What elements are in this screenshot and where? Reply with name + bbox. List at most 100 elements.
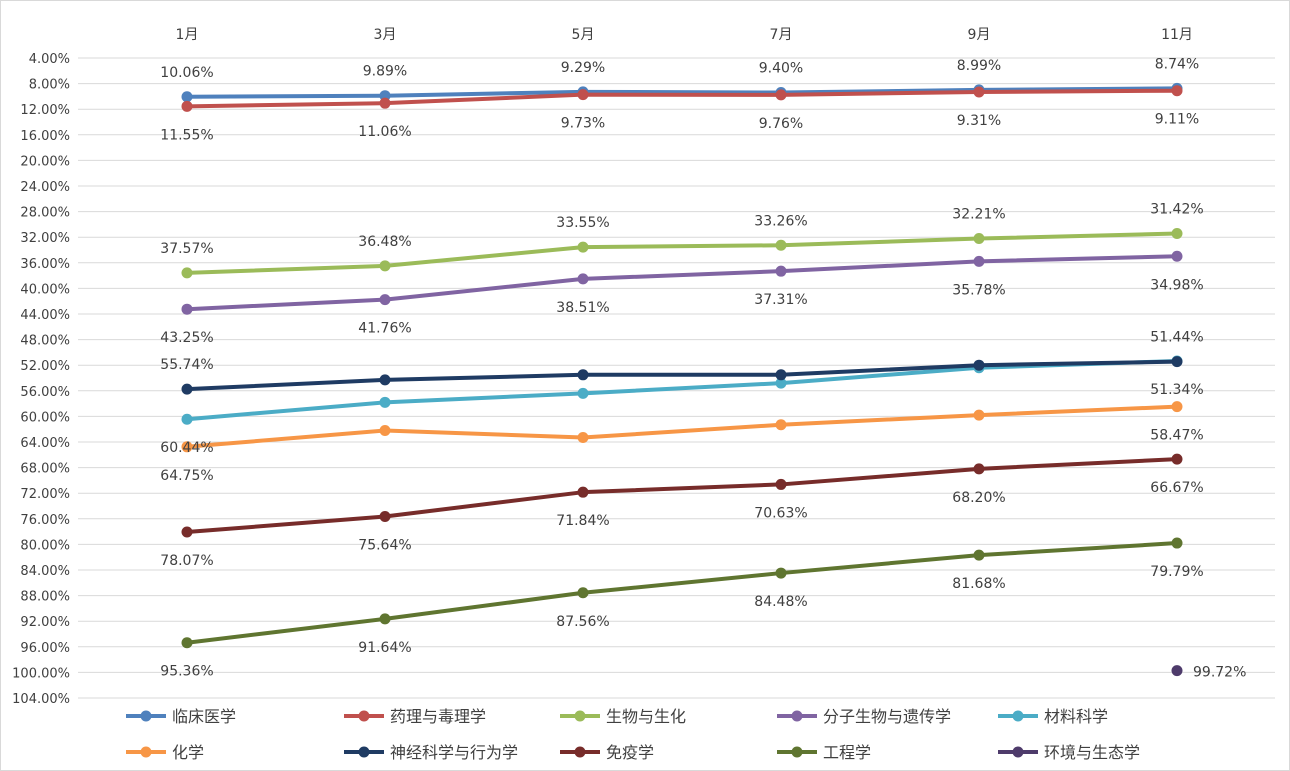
legend-marker <box>140 746 152 758</box>
series-line <box>186 254 1178 312</box>
data-point <box>379 374 391 386</box>
legend-label: 药理与毒理学 <box>390 707 486 726</box>
y-tick-label: 4.00% <box>29 52 70 67</box>
series-6 <box>181 356 1183 395</box>
data-point <box>1171 537 1183 549</box>
data-label: 38.51% <box>556 300 609 316</box>
data-point <box>181 303 193 315</box>
series-8 <box>181 537 1183 649</box>
data-point <box>181 91 193 103</box>
x-tick-label: 11月 <box>1161 27 1193 43</box>
data-label: 9.11% <box>1155 112 1199 128</box>
x-tick-label: 1月 <box>176 27 199 43</box>
legend-marker <box>791 746 803 758</box>
data-point <box>1171 250 1183 262</box>
data-point <box>775 239 787 251</box>
data-point <box>379 424 391 436</box>
legend-item: 化学 <box>126 743 204 762</box>
data-point <box>181 526 193 538</box>
legend-label: 生物与生化 <box>606 707 686 726</box>
y-tick-label: 88.00% <box>20 590 70 605</box>
data-label: 84.48% <box>754 594 807 610</box>
data-point <box>577 369 589 381</box>
x-tick-label: 5月 <box>572 27 595 43</box>
legend-label: 分子生物与遗传学 <box>823 707 951 726</box>
series-line <box>186 86 1178 99</box>
data-label: 37.31% <box>754 292 807 308</box>
data-label: 64.75% <box>160 468 213 484</box>
data-point <box>181 441 193 453</box>
data-label: 9.31% <box>957 113 1001 129</box>
data-label: 9.29% <box>561 60 605 76</box>
data-label: 35.78% <box>952 282 1005 298</box>
legend-item: 免疫学 <box>560 743 654 762</box>
legend-label: 免疫学 <box>606 743 654 762</box>
data-label: 37.57% <box>160 241 213 257</box>
data-label: 51.34% <box>1150 382 1203 398</box>
y-tick-label: 80.00% <box>20 538 70 553</box>
data-point <box>577 486 589 498</box>
data-point <box>973 255 985 267</box>
data-label: 55.74% <box>160 357 213 373</box>
data-label: 91.64% <box>358 640 411 656</box>
legend-marker <box>358 746 370 758</box>
series-line <box>186 231 1178 275</box>
data-label: 10.06% <box>160 65 213 81</box>
data-label: 95.36% <box>160 664 213 680</box>
data-point <box>1171 356 1183 368</box>
y-tick-label: 8.00% <box>29 78 70 93</box>
series-line <box>186 541 1178 645</box>
data-label: 66.67% <box>1150 480 1203 496</box>
x-tick-label: 7月 <box>770 27 793 43</box>
data-label: 32.21% <box>952 207 1005 223</box>
data-point <box>379 97 391 109</box>
data-label: 33.55% <box>556 215 609 231</box>
y-tick-label: 72.00% <box>20 487 70 502</box>
legend-label: 临床医学 <box>172 707 236 726</box>
legend-label: 环境与生态学 <box>1044 743 1140 762</box>
y-tick-label: 48.00% <box>20 334 70 349</box>
data-label: 43.25% <box>160 330 213 346</box>
legend-item: 分子生物与遗传学 <box>777 707 951 726</box>
data-point <box>775 377 787 389</box>
legend-item: 药理与毒理学 <box>344 707 486 726</box>
legend-item: 材料科学 <box>998 707 1108 726</box>
series-1 <box>181 85 1183 112</box>
data-label: 58.47% <box>1150 428 1203 444</box>
data-label: 8.74% <box>1155 56 1199 72</box>
legend-label: 化学 <box>172 743 204 762</box>
data-point <box>1171 401 1183 413</box>
data-point <box>379 510 391 522</box>
y-tick-label: 52.00% <box>20 359 70 374</box>
data-label: 87.56% <box>556 614 609 630</box>
y-tick-label: 20.00% <box>20 154 70 169</box>
data-label: 78.07% <box>160 553 213 569</box>
data-point <box>181 100 193 112</box>
x-tick-label: 9月 <box>968 27 991 43</box>
gridlines <box>78 57 1275 699</box>
legend-item: 环境与生态学 <box>998 743 1140 762</box>
data-point <box>775 419 787 431</box>
y-tick-label: 28.00% <box>20 206 70 221</box>
y-tick-label: 32.00% <box>20 231 70 246</box>
data-point <box>973 233 985 245</box>
y-tick-label: 76.00% <box>20 513 70 528</box>
series-line <box>186 88 1178 109</box>
legend-item: 临床医学 <box>126 707 236 726</box>
legend-item: 工程学 <box>777 743 871 762</box>
data-point <box>973 359 985 371</box>
series-lines <box>181 82 1183 677</box>
y-tick-label: 100.00% <box>12 666 70 681</box>
series-line <box>186 358 1178 422</box>
data-labels: 10.06% 9.89% 9.29% 9.40% 8.99% 8.74% 11.55% 11.… <box>160 56 1246 680</box>
series-9 <box>1171 665 1183 677</box>
legend-marker <box>1012 710 1024 722</box>
data-label: 75.64% <box>358 537 411 553</box>
legend-label: 神经科学与行为学 <box>390 743 518 762</box>
data-label: 51.44% <box>1150 330 1203 346</box>
series-line <box>186 457 1178 535</box>
data-point <box>181 413 193 425</box>
legend-item: 神经科学与行为学 <box>344 743 518 762</box>
x-tick-label: 3月 <box>374 27 397 43</box>
data-point <box>775 89 787 101</box>
